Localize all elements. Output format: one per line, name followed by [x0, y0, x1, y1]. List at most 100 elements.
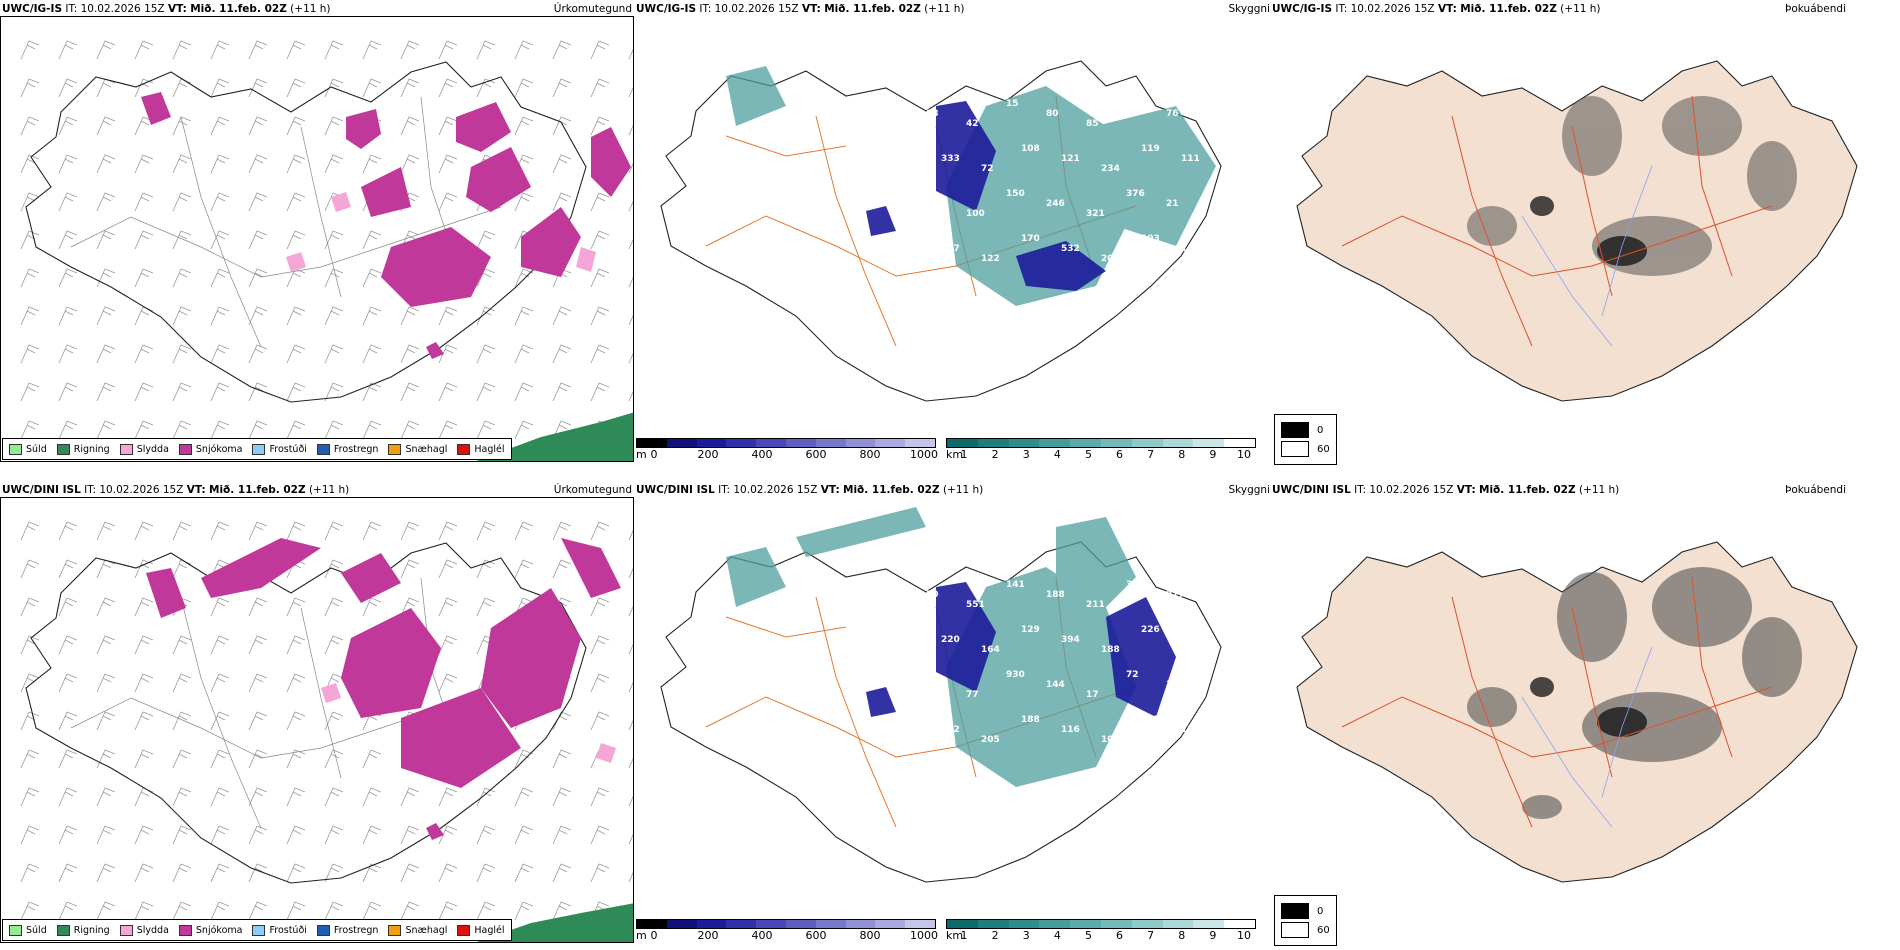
- wind-barb: [324, 344, 344, 364]
- cloud-base-label: 117: [901, 234, 920, 244]
- wind-barb: [210, 40, 230, 60]
- vt-label: VT:: [167, 3, 187, 15]
- cloud-base-label: 376: [1126, 189, 1145, 199]
- wind-barb: [362, 521, 382, 541]
- it-value: 10.02.2026 15Z: [1350, 3, 1435, 15]
- wind-barb: [514, 521, 534, 541]
- legend-swatch: [9, 443, 22, 455]
- wind-barb: [324, 382, 344, 402]
- precip-map-1: [0, 16, 634, 462]
- legend-swatch: [457, 924, 471, 936]
- iceland-outline: [25, 542, 587, 884]
- roads: [1341, 95, 1773, 347]
- wind-barb: [324, 230, 344, 250]
- wind-barb: [58, 78, 78, 98]
- legend-swatch: [119, 443, 133, 455]
- wind-barb: [362, 749, 382, 769]
- wind-barb: [514, 78, 534, 98]
- legend-label: Frostregn: [333, 443, 379, 455]
- wind-barb: [286, 116, 306, 136]
- wind-barb: [590, 711, 610, 731]
- legend-item: Slydda: [119, 443, 169, 455]
- rain-area: [476, 412, 633, 461]
- wind-barb: [590, 192, 610, 212]
- wind-barb: [134, 268, 154, 288]
- model-name: UWC/DINI ISL: [1272, 484, 1351, 496]
- wind-barb: [210, 635, 230, 655]
- wind-barb: [172, 192, 192, 212]
- wind-barb: [400, 78, 420, 98]
- wind-barb: [286, 597, 306, 617]
- scale-tick: 7: [1147, 448, 1155, 461]
- wind-barb: [210, 673, 230, 693]
- wind-barb: [210, 825, 230, 845]
- wind-barb: [438, 306, 458, 326]
- wind-barb: [210, 230, 230, 250]
- legend-swatch: [9, 924, 22, 936]
- scale-step: [696, 920, 727, 928]
- wind-barb: [476, 382, 496, 402]
- wind-barb: [552, 344, 572, 364]
- cloud-base-label: 30: [886, 99, 899, 109]
- wind-barb: [324, 863, 344, 883]
- wind-barb: [286, 306, 306, 326]
- cloud-base-label: 188: [1021, 715, 1040, 725]
- wind-barb: [96, 344, 116, 364]
- fog-title: Þokuábendi: [1785, 3, 1846, 15]
- wind-barb: [248, 420, 268, 440]
- scale-tick: 8: [1178, 929, 1186, 942]
- scale-tick: 4: [1053, 448, 1061, 461]
- cloud-base-label: 551: [966, 600, 985, 610]
- cloud-base-label: 220: [941, 635, 960, 645]
- legend-label: Frostúði: [269, 924, 307, 936]
- wind-barb: [248, 825, 268, 845]
- wind-barb: [400, 420, 420, 440]
- wind-barb: [134, 306, 154, 326]
- legend-label: Snæhagl: [405, 924, 448, 936]
- wind-barb: [20, 521, 40, 541]
- fog-label-0: 0: [1317, 905, 1324, 917]
- wind-barb: [58, 635, 78, 655]
- wind-barb: [514, 344, 534, 364]
- wind-barb: [172, 559, 192, 579]
- it-label: IT:: [65, 3, 78, 15]
- cloud-base-label: 21: [1166, 199, 1179, 209]
- wind-barb: [20, 863, 40, 883]
- wind-barb: [286, 40, 306, 60]
- scale-tick: 2: [991, 929, 999, 942]
- wind-barb: [590, 230, 610, 250]
- wind-barb: [514, 749, 534, 769]
- cloud-base-label: 126: [1181, 635, 1200, 645]
- scale-step: [1224, 439, 1255, 447]
- model-name: UWC/DINI ISL: [636, 484, 715, 496]
- wind-barb: [362, 40, 382, 60]
- wind-barb: [476, 787, 496, 807]
- fog-dark: [1530, 677, 1647, 737]
- scale-tick: 6: [1116, 929, 1124, 942]
- cloud-base-label: 73: [886, 670, 899, 680]
- wind-barb: [286, 154, 306, 174]
- wind-barb: [552, 420, 572, 440]
- cloud-base-label: 177: [901, 625, 920, 635]
- wind-barb: [514, 192, 534, 212]
- wind-barb: [628, 239, 633, 250]
- wind-barb: [20, 268, 40, 288]
- legend-swatch: [388, 924, 402, 936]
- wind-barb: [628, 872, 633, 883]
- legend-swatch: [252, 443, 266, 455]
- cloud-base-label: 20: [1101, 254, 1114, 264]
- wind-barb: [552, 825, 572, 845]
- vt-value: Mið. 11.feb. 02Z: [209, 484, 306, 496]
- scale-tick: 10: [1237, 929, 1251, 942]
- wind-barb: [552, 382, 572, 402]
- wind-barb: [134, 749, 154, 769]
- wind-barb: [628, 644, 633, 655]
- cloud-base-label: 214: [886, 189, 905, 199]
- it-value: 10.02.2026 15Z: [733, 484, 818, 496]
- wind-barb: [248, 382, 268, 402]
- wind-barb: [476, 597, 496, 617]
- wind-barb: [438, 635, 458, 655]
- cloud-base-label: 16: [926, 289, 939, 299]
- scale-step: [845, 439, 876, 447]
- wind-barb: [400, 344, 420, 364]
